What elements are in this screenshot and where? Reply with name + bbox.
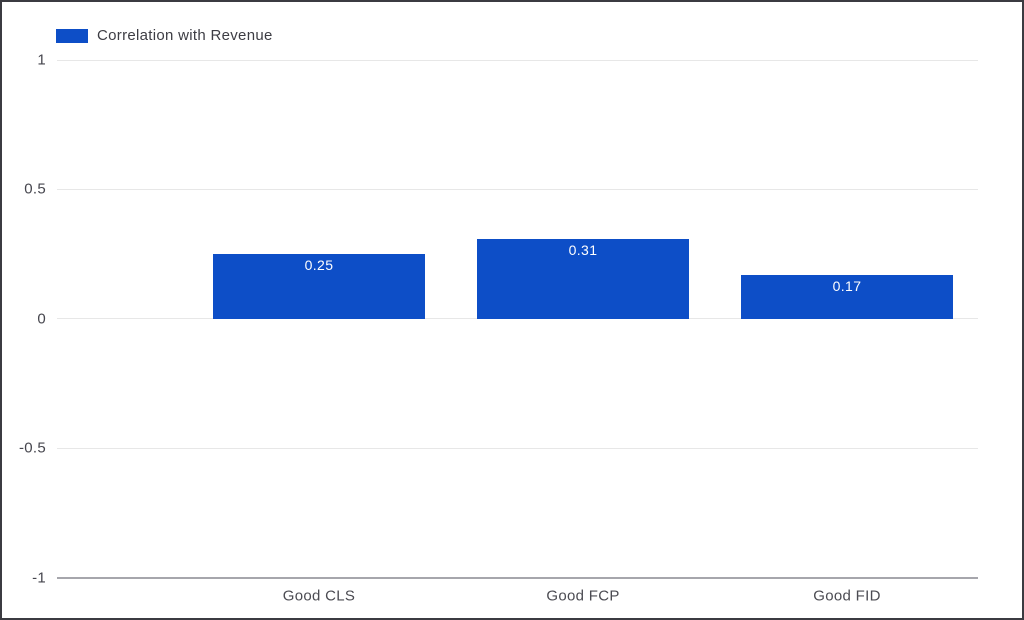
- y-axis-tick-label: 0: [37, 310, 46, 328]
- chart-legend: Correlation with Revenue: [56, 27, 273, 44]
- gridline: [57, 318, 978, 320]
- x-axis-line: [57, 576, 978, 579]
- y-axis-tick-label: -1: [32, 569, 46, 586]
- legend-swatch-icon: [56, 28, 88, 43]
- x-axis-category-label: Good FID: [813, 587, 881, 605]
- gridline: [57, 447, 978, 449]
- gridline: [57, 188, 978, 190]
- y-axis-tick-label: 0.5: [24, 180, 46, 198]
- y-axis-tick-label: -0.5: [18, 439, 46, 457]
- bar-good-cls: 0.25: [213, 254, 425, 319]
- x-axis-category-label: Good FCP: [546, 587, 620, 605]
- bar-good-fid: 0.17: [741, 274, 953, 319]
- x-axis-category-label: Good CLS: [282, 587, 356, 605]
- y-axis-tick-label: 1: [37, 51, 46, 69]
- bar-value-label: 0.31: [568, 241, 598, 258]
- bar-value-label: 0.25: [304, 257, 334, 274]
- legend-label: Correlation with Revenue: [97, 27, 273, 44]
- bar-value-label: 0.17: [832, 277, 862, 294]
- gridline: [57, 59, 978, 61]
- bar-good-fcp: 0.31: [477, 238, 689, 319]
